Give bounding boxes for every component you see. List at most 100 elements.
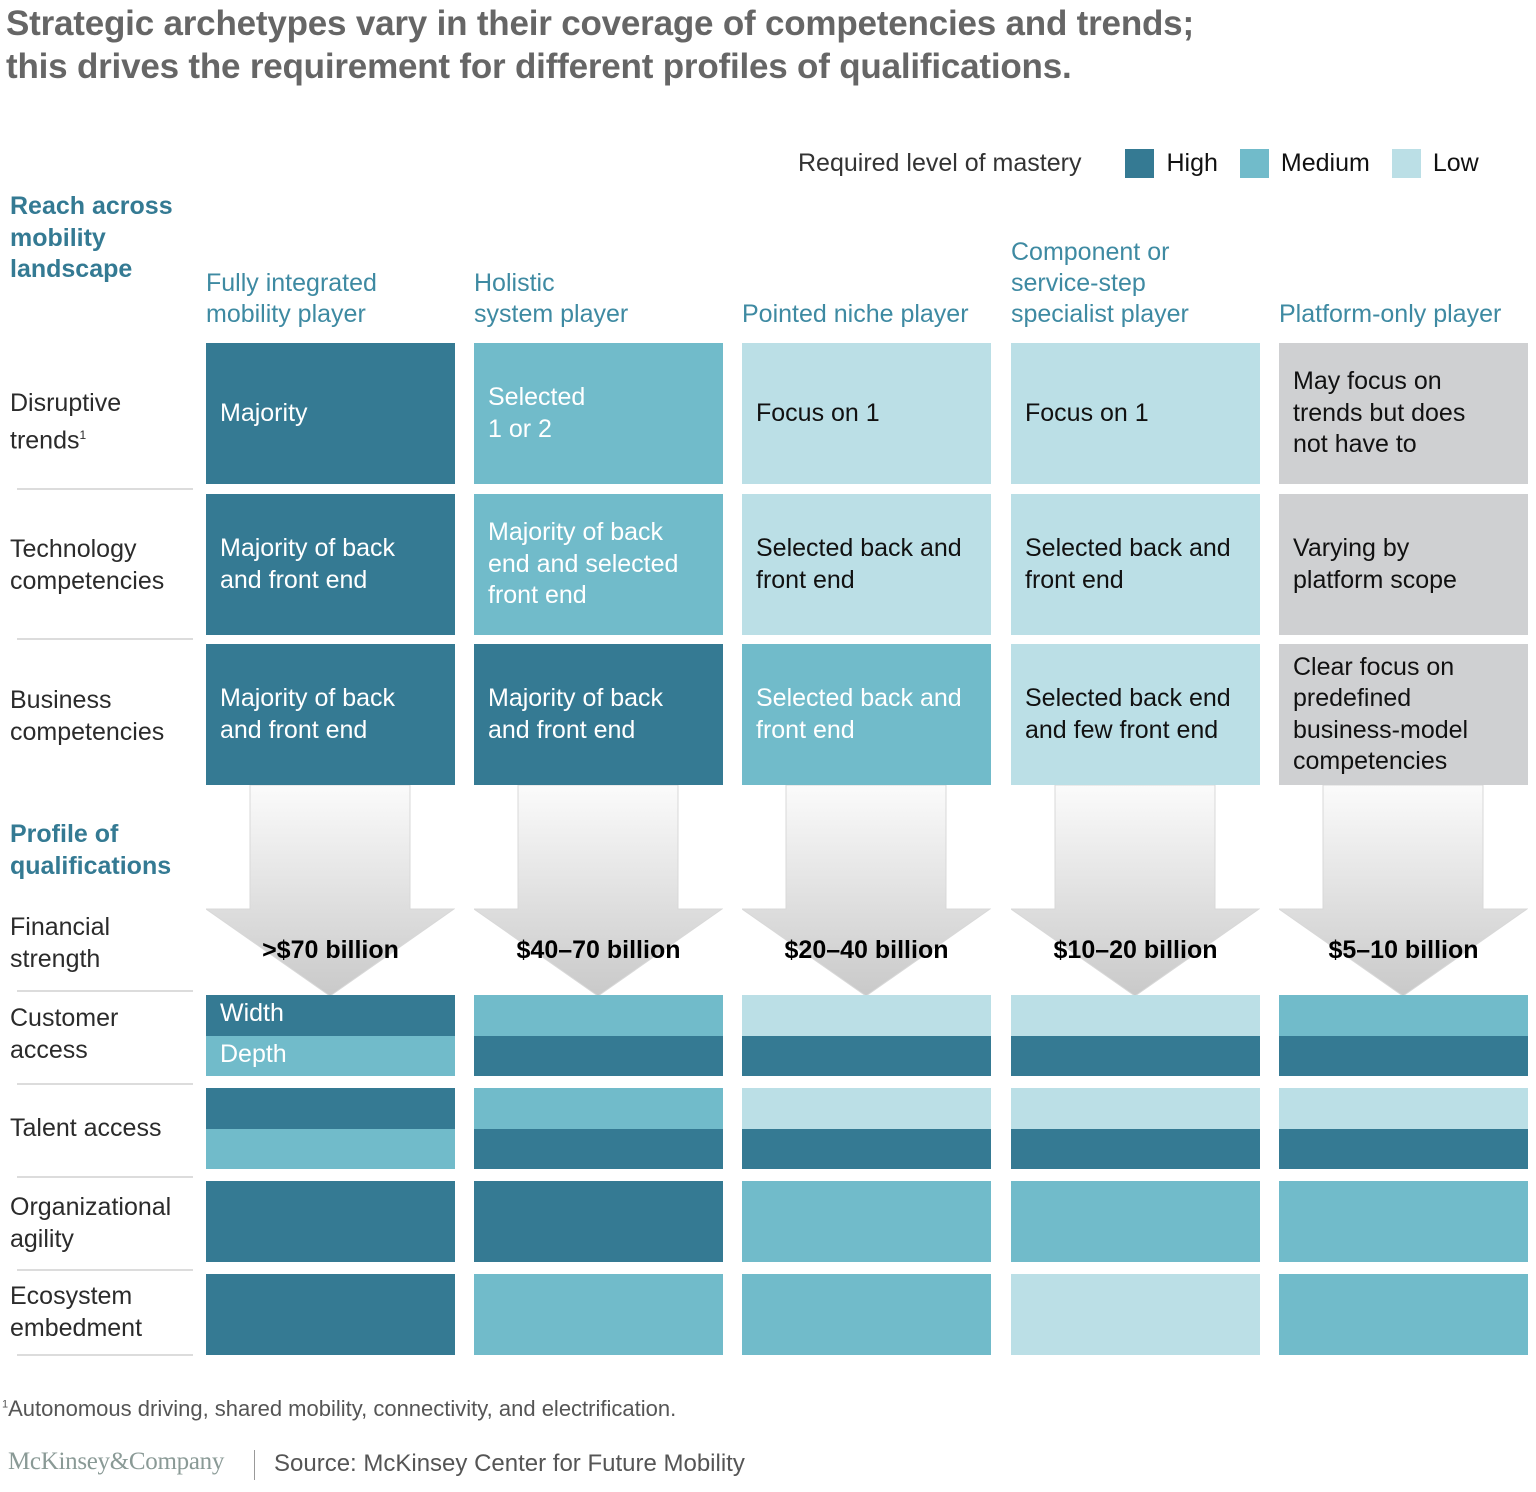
matrix-cell-low: Focus on 1 (1011, 343, 1260, 484)
cell-text-line: predefined (1293, 684, 1412, 712)
cell-text-line: not have to (1293, 430, 1417, 459)
cell-text-line: Selected (488, 383, 586, 411)
qualification-bar-medium (742, 1181, 991, 1262)
section-head-reach: Reach across mobility landscape (10, 191, 173, 286)
cell-text-line: front end (488, 581, 587, 610)
matrix-cell-low: Selected back end and few front end (1011, 644, 1260, 785)
matrix-cell-na: Varying by platform scope (1279, 494, 1528, 635)
qualification-bar-high: Width (206, 995, 455, 1036)
arrow-shape (1279, 785, 1528, 996)
qualification-bar-high (1279, 1128, 1528, 1169)
brand-logo: McKinsey&Company (8, 1448, 225, 1475)
cell-text-line: and front end (220, 715, 368, 744)
row-divider (17, 1269, 193, 1271)
chart-title: Strategic archetypes vary in their cover… (6, 2, 1306, 88)
qualification-bar-medium (474, 995, 723, 1036)
cell-text-line: front end (1025, 565, 1124, 594)
legend-label: Required level of mastery (798, 148, 1082, 177)
qualification-bar-medium (742, 1274, 991, 1355)
matrix-cell-na: May focus on trends but does not have to (1279, 343, 1528, 484)
archetype-header-line: specialist player (1011, 300, 1189, 328)
arrow-shape (742, 785, 991, 996)
cell-text-line: and front end (220, 565, 368, 594)
financial-value: $40–70 billion (516, 936, 681, 964)
row-label-business-competencies: Business competencies (10, 685, 195, 748)
qualification-bar-high (206, 1088, 455, 1129)
footnote-marker: 1 (79, 427, 87, 442)
cell-text-line: front end (756, 715, 855, 744)
row-label-disruptive-trends: Disruptive trends1 (10, 388, 195, 456)
row-label-financial-strength: Financial strength (10, 912, 195, 975)
cell-text-line: Focus on 1 (756, 398, 880, 427)
source-note: Source: McKinsey Center for Future Mobil… (274, 1450, 745, 1477)
row-divider (17, 1176, 193, 1178)
row-label-line: competencies (10, 566, 165, 595)
row-divider (17, 1354, 193, 1356)
qualification-bar-low (742, 995, 991, 1036)
qualification-bar-high (474, 1035, 723, 1076)
archetype-header-component-or-service-step-specialist-player: Component or service-step specialist playe… (1011, 237, 1281, 330)
row-label-line: agility (10, 1224, 74, 1253)
bar-sublabel: Depth (220, 1039, 287, 1068)
footnote-text: Autonomous driving, shared mobility, con… (8, 1396, 677, 1421)
section-head-line: Reach across (10, 192, 173, 220)
archetype-header-line: Platform-only player (1279, 300, 1502, 328)
qualification-bar-low (1011, 1088, 1260, 1129)
cell-text-line: May focus on (1293, 367, 1442, 396)
qualification-bar-high (206, 1181, 455, 1262)
section-head-line: mobility (10, 223, 106, 252)
section-head-line: qualifications (10, 851, 172, 880)
legend-text-low: Low (1432, 148, 1479, 177)
qualification-bar-medium (1279, 995, 1528, 1036)
archetype-header-line: mobility player (206, 300, 366, 328)
archetype-header-platform-only-player: Platform-only player (1279, 299, 1536, 330)
matrix-cell-high: Majority of back and front end (206, 644, 455, 785)
matrix-cell-high: Majority of back and front end (206, 494, 455, 635)
qualification-bar-high (474, 1128, 723, 1169)
qualification-bar-high (742, 1128, 991, 1169)
row-label-line: Financial (10, 913, 111, 941)
arrow-shape (206, 785, 455, 996)
cell-text-line: competencies (1293, 747, 1448, 775)
archetype-header-line: Holistic (474, 269, 555, 297)
qualification-bar-high (1011, 1128, 1260, 1169)
qualification-bar-low (742, 1088, 991, 1129)
legend-text-medium: Medium (1280, 148, 1370, 177)
footnote-mark: 1 (2, 1398, 9, 1411)
down-arrow-icon (474, 785, 723, 996)
footer-divider (254, 1450, 255, 1480)
cell-text-line: business-model (1293, 715, 1469, 744)
legend-swatch-high (1125, 148, 1155, 178)
qualification-bar-high (206, 1274, 455, 1355)
cell-text-line: Focus on 1 (1025, 398, 1149, 427)
row-label-ecosystem-embedment: Ecosystem embedment (10, 1281, 195, 1344)
row-label-talent-access: Talent access (10, 1113, 195, 1145)
matrix-cell-low: Selected back and front end (742, 494, 991, 635)
archetype-header-holistic-system-player: Holistic system player (474, 268, 744, 330)
financial-value: >$70 billion (262, 936, 399, 964)
section-head-line: Profile of (10, 820, 119, 848)
cell-text-line: and front end (488, 715, 636, 744)
cell-text-line: Selected back and (1025, 534, 1231, 562)
row-divider (17, 990, 193, 992)
qualification-bar-medium (1011, 1181, 1260, 1262)
qualification-bar-medium (474, 1088, 723, 1129)
down-arrow-icon (1011, 785, 1260, 996)
financial-value: $20–40 billion (784, 936, 949, 964)
matrix-cell-medium: Selected back and front end (742, 644, 991, 785)
cell-text-line: front end (756, 565, 855, 594)
matrix-cell-high: Majority (206, 343, 455, 484)
row-label-line: embedment (10, 1313, 143, 1342)
matrix-cell-low: Focus on 1 (742, 343, 991, 484)
cell-text-line: and few front end (1025, 715, 1219, 744)
row-label-line: strength (10, 944, 101, 973)
row-label-line: Organizational (10, 1193, 172, 1221)
cell-text-line: Selected back and (756, 534, 962, 562)
cell-text-line: Clear focus on (1293, 652, 1455, 681)
down-arrow-icon (742, 785, 991, 996)
qualification-bar-low (1279, 1088, 1528, 1129)
cell-text-line: Majority (220, 398, 308, 427)
legend-text-high: High (1166, 148, 1218, 177)
qualification-bar-medium (474, 1274, 723, 1355)
qualification-bar-low (1011, 995, 1260, 1036)
